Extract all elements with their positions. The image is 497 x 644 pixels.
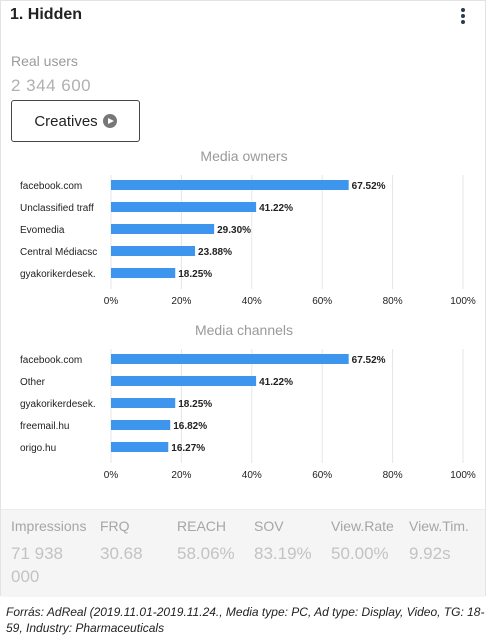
bar — [111, 420, 171, 430]
category-label: facebook.com — [20, 181, 82, 192]
tick-label: 100% — [450, 296, 476, 306]
stat-label: Impressions — [11, 518, 87, 534]
stat-frq: FRQ 30.68 — [100, 518, 170, 565]
stat-label: REACH — [177, 518, 227, 534]
creatives-button[interactable]: Creatives — [11, 100, 140, 142]
stat-label: SOV — [254, 518, 284, 534]
stat-view-rate: View.Rate 50.00% — [331, 518, 407, 565]
stat-value: 58.06% — [177, 544, 235, 563]
stat-label: View.Tim. — [409, 518, 469, 534]
bar — [111, 376, 257, 386]
stat-value: 9.92s — [409, 544, 451, 563]
stat-sov: SOV 83.19% — [254, 518, 326, 565]
category-label: Unclassified traff — [20, 203, 94, 214]
value-label: 23.88% — [198, 247, 232, 258]
stat-value: 83.19% — [254, 544, 312, 563]
more-options-icon[interactable] — [457, 7, 469, 27]
category-label: gyakorikerdesek. — [20, 399, 96, 410]
tick-label: 40% — [242, 470, 262, 480]
bar — [111, 202, 257, 212]
category-label: freemail.hu — [20, 421, 69, 432]
value-label: 41.22% — [259, 203, 293, 214]
media-owners-chart-title: Media owners — [200, 148, 288, 164]
value-label: 67.52% — [352, 355, 386, 366]
bar — [111, 180, 349, 190]
category-label: Evomedia — [20, 225, 65, 236]
media-owners-chart-svg: 0% 20% 40% 60% 80% 100% facebook.com 67.52% Uncl… — [20, 175, 476, 306]
tick-label: 20% — [171, 470, 191, 480]
creatives-button-label: Creatives — [34, 112, 98, 130]
value-label: 16.27% — [171, 443, 205, 454]
tick-label: 0% — [104, 470, 119, 480]
media-channels-chart-svg: 0% 20% 40% 60% 80% 100% facebook.com 67.52% Othe… — [20, 349, 476, 480]
bar — [111, 442, 169, 452]
stat-reach: REACH 58.06% — [177, 518, 249, 565]
media-owners-chart: Media owners 0% 20% 40% 60% 80% 100% facebook.… — [1, 144, 487, 306]
tick-label: 80% — [383, 470, 403, 480]
real-users-value: 2 344 600 — [11, 76, 92, 95]
category-label: origo.hu — [20, 443, 56, 454]
tick-label: 0% — [104, 296, 119, 306]
tick-label: 60% — [312, 296, 332, 306]
category-label: Central Médiacsc — [20, 247, 97, 258]
stat-value: 50.00% — [331, 544, 389, 563]
campaign-card: 1. Hidden Real users 2 344 600 Creatives… — [0, 0, 487, 597]
card-title: 1. Hidden — [10, 6, 83, 23]
bar — [111, 398, 176, 408]
value-label: 18.25% — [178, 399, 212, 410]
media-channels-chart-title: Media channels — [194, 322, 294, 338]
bar — [111, 268, 176, 278]
media-channels-chart: Media channels 0% 20% 40% 60% 80% 100% faceboo… — [1, 318, 487, 480]
value-label: 67.52% — [352, 181, 386, 192]
stat-impressions: Impressions 71 938 000 — [11, 518, 91, 588]
tick-label: 60% — [312, 470, 332, 480]
real-users-label: Real users — [11, 53, 78, 69]
value-label: 16.82% — [173, 421, 207, 432]
value-label: 41.22% — [259, 377, 293, 388]
source-note: Forrás: AdReal (2019.11.01-2019.11.24., … — [6, 605, 485, 635]
stat-value: 30.68 — [100, 544, 143, 563]
tick-label: 100% — [450, 470, 476, 480]
stat-label: View.Rate — [331, 518, 394, 534]
tick-label: 20% — [171, 296, 191, 306]
play-icon — [102, 114, 117, 128]
category-label: Other — [20, 377, 46, 388]
category-label: facebook.com — [20, 355, 82, 366]
stat-value: 71 938 000 — [11, 544, 63, 586]
value-label: 18.25% — [178, 269, 212, 280]
value-label: 29.30% — [217, 225, 251, 236]
bar — [111, 354, 349, 364]
bar — [111, 224, 215, 234]
stat-label: FRQ — [100, 518, 130, 534]
tick-label: 80% — [383, 296, 403, 306]
stat-view-time: View.Tim. 9.92s — [409, 518, 481, 565]
stats-footer: Impressions 71 938 000 FRQ 30.68 REACH 5… — [1, 509, 485, 597]
category-label: gyakorikerdesek. — [20, 269, 96, 280]
bar — [111, 246, 196, 256]
tick-label: 40% — [242, 296, 262, 306]
